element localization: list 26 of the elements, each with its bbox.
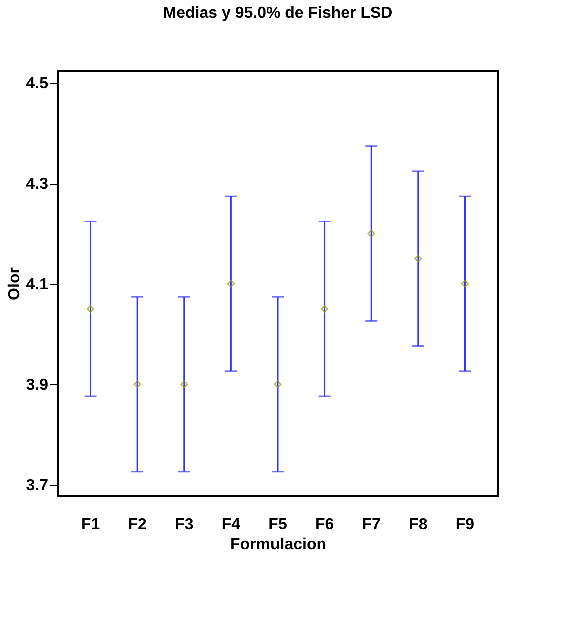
x-tick-label: F2 bbox=[128, 516, 148, 534]
y-tick-label: 4.1 bbox=[26, 276, 49, 294]
x-axis-title: Formulacion bbox=[230, 536, 327, 554]
x-tick-label: F5 bbox=[268, 516, 288, 534]
point bbox=[227, 280, 236, 288]
point bbox=[180, 380, 188, 388]
y-axis-title: Olor bbox=[6, 268, 24, 300]
x-tick-label: F3 bbox=[175, 516, 194, 534]
y-tick-label: 4.5 bbox=[26, 76, 49, 93]
y-tick-label: 3.9 bbox=[26, 376, 49, 394]
point bbox=[461, 280, 470, 288]
x-tick-label: F7 bbox=[362, 516, 382, 534]
point bbox=[368, 230, 376, 238]
chart-title: Medias y 95.0% de Fisher LSD bbox=[163, 5, 393, 22]
y-tick-label: 4.3 bbox=[26, 176, 49, 194]
point bbox=[320, 305, 329, 313]
x-tick-label: F1 bbox=[81, 516, 100, 534]
x-tick-label: F9 bbox=[456, 516, 475, 534]
point bbox=[134, 380, 142, 388]
y-tick-label: 3.7 bbox=[26, 477, 49, 494]
x-tick-label: F4 bbox=[222, 516, 241, 534]
point bbox=[414, 255, 422, 263]
point bbox=[86, 305, 95, 313]
x-tick-label: F6 bbox=[315, 516, 334, 534]
x-tick-label: F8 bbox=[409, 516, 428, 534]
point bbox=[274, 380, 282, 388]
